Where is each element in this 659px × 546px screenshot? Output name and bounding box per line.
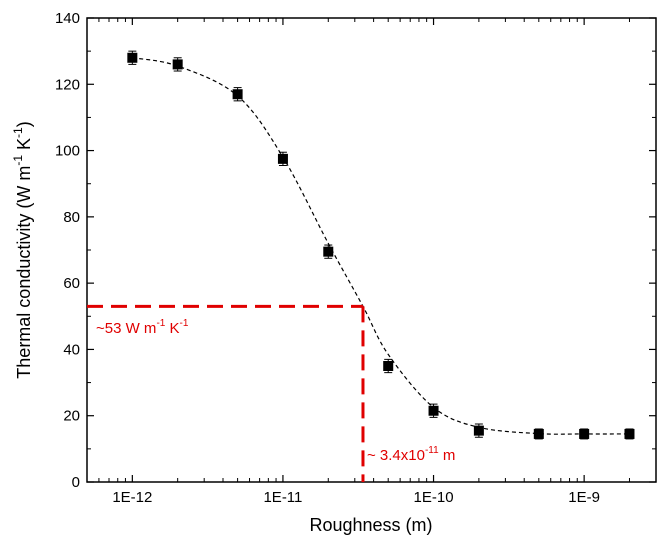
data-point	[428, 405, 439, 416]
data-points-layer	[127, 50, 635, 440]
y-tick-label: 0	[72, 474, 80, 491]
x-tick-label: 1E-12	[112, 489, 152, 506]
data-point	[579, 428, 590, 439]
y-tick-label: 60	[63, 275, 80, 292]
y-tick-label: 20	[63, 408, 80, 425]
fit-curve-layer	[132, 57, 630, 435]
x-tick-label: 1E-10	[414, 489, 454, 506]
fit-curve	[132, 57, 630, 435]
y-tick-label: 100	[55, 143, 80, 160]
data-point	[624, 428, 635, 439]
y-tick-label: 140	[55, 10, 80, 27]
plot-area-frame	[86, 17, 657, 483]
y-tick-label: 80	[63, 209, 80, 226]
reference-x-annotation: ~ 3.4x10-11 m	[367, 445, 455, 464]
data-point	[473, 425, 484, 436]
reference-y-annotation: ~53 W m-1 K-1	[96, 318, 189, 337]
x-tick-label: 1E-11	[263, 489, 302, 506]
data-point	[383, 361, 394, 371]
data-point	[277, 153, 288, 164]
data-point	[533, 428, 544, 439]
x-axis-title: Roughness (m)	[309, 515, 432, 535]
y-tick-label: 120	[55, 76, 80, 93]
data-point	[127, 52, 138, 63]
y-axis-title: Thermal conductivity (W m-1 K-1)	[11, 121, 34, 378]
ticks-layer: 0 20 40 60 80 100 120 140 1E-12 1E-11 1E-10 1E-9	[55, 10, 656, 506]
data-point	[232, 89, 243, 100]
reference-lines-layer	[87, 304, 365, 482]
data-point	[323, 246, 334, 257]
x-tick-label: 1E-9	[568, 489, 600, 506]
data-point	[172, 59, 183, 70]
y-tick-label: 40	[63, 341, 80, 358]
